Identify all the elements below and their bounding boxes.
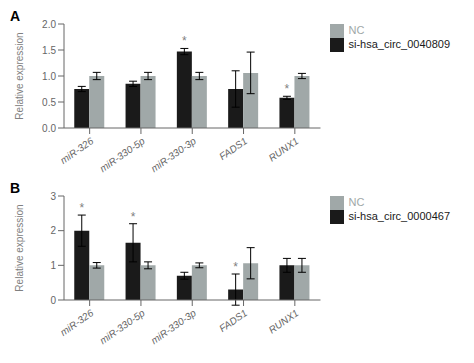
svg-text:Relative expression: Relative expression — [14, 204, 25, 291]
svg-text:2: 2 — [50, 225, 56, 236]
svg-text:miR-330-3p: miR-330-3p — [149, 135, 198, 174]
svg-text:*: * — [182, 34, 187, 48]
svg-text:miR-330-3p: miR-330-3p — [149, 307, 198, 346]
svg-text:*: * — [79, 201, 84, 215]
svg-text:*: * — [233, 260, 238, 274]
svg-text:*: * — [131, 210, 136, 224]
svg-text:RUNX1: RUNX1 — [266, 307, 300, 335]
svg-text:RUNX1: RUNX1 — [266, 135, 300, 163]
svg-text:FADS1: FADS1 — [217, 307, 249, 334]
svg-text:1.0: 1.0 — [42, 71, 56, 82]
html-text:A: A — [10, 8, 21, 24]
svg-text:miR-326: miR-326 — [58, 307, 96, 338]
svg-text:0.5: 0.5 — [42, 97, 56, 108]
svg-text:miR-326: miR-326 — [58, 135, 96, 166]
svg-text:0.0: 0.0 — [42, 123, 56, 134]
html-text:NC: NC — [348, 196, 365, 208]
svg-text:*: * — [285, 82, 290, 96]
svg-text:Relative expression: Relative expression — [14, 32, 25, 119]
html-text:si-hsa_circ_0040809: si-hsa_circ_0040809 — [348, 38, 450, 51]
svg-text:miR-330-5p: miR-330-5p — [98, 307, 147, 346]
html-text:B: B — [10, 180, 21, 196]
svg-text:0: 0 — [50, 295, 56, 306]
svg-text:FADS1: FADS1 — [217, 135, 249, 162]
svg-text:3: 3 — [50, 191, 56, 202]
svg-text:1.5: 1.5 — [42, 45, 56, 56]
svg-text:miR-330-5p: miR-330-5p — [98, 135, 147, 174]
html-text:NC: NC — [348, 24, 365, 36]
svg-text:1: 1 — [50, 260, 56, 271]
svg-text:2.0: 2.0 — [42, 19, 56, 30]
html-text:si-hsa_circ_0000467: si-hsa_circ_0000467 — [348, 210, 450, 223]
